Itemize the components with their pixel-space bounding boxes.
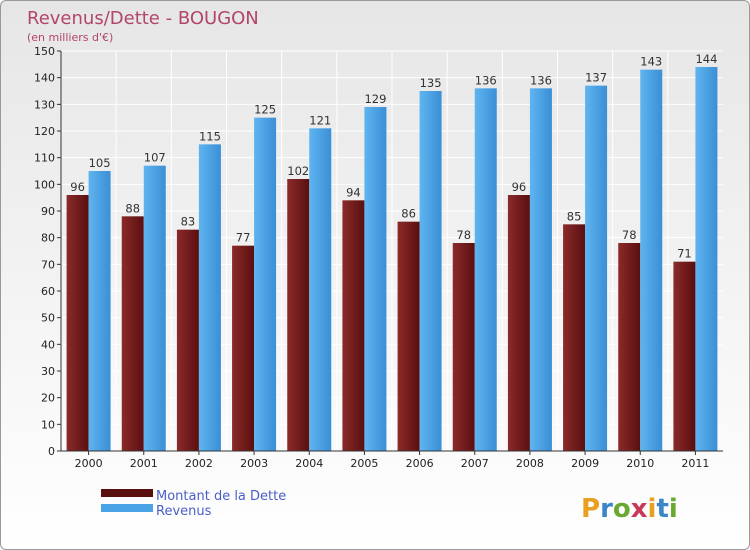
data-label: 71 xyxy=(677,247,692,261)
legend-swatch-debt xyxy=(101,489,153,497)
bar-revenus xyxy=(585,85,608,452)
y-tick-label: 90 xyxy=(41,205,55,218)
data-label: 102 xyxy=(287,164,309,178)
y-tick-label: 0 xyxy=(48,445,55,458)
x-tick-label: 2007 xyxy=(461,457,489,470)
x-tick-label: 2006 xyxy=(406,457,434,470)
y-tick-label: 130 xyxy=(34,98,55,111)
data-label: 83 xyxy=(181,215,196,229)
logo-letter: i xyxy=(648,494,657,524)
data-label: 136 xyxy=(475,73,497,87)
bar-revenus xyxy=(143,165,166,451)
bar-revenus xyxy=(474,88,497,451)
data-label: 77 xyxy=(236,231,251,245)
proxiti-logo: Proxiti xyxy=(581,494,678,524)
bar-revenus xyxy=(419,91,442,451)
data-label: 143 xyxy=(640,55,662,69)
bar-dette xyxy=(618,243,641,451)
y-tick-label: 60 xyxy=(41,285,55,298)
y-tick-label: 10 xyxy=(41,418,55,431)
y-tick-label: 20 xyxy=(41,392,55,405)
data-label: 125 xyxy=(254,103,276,117)
bar-revenus xyxy=(364,107,387,451)
data-label: 85 xyxy=(567,209,582,223)
bars xyxy=(66,67,718,452)
data-label: 137 xyxy=(585,71,607,85)
x-tick-label: 2010 xyxy=(626,457,654,470)
bar-dette xyxy=(287,179,310,451)
logo-letter: r xyxy=(600,494,613,524)
x-tick-label: 2009 xyxy=(571,457,599,470)
data-label: 135 xyxy=(420,76,442,90)
legend-label-debt: Montant de la Dette xyxy=(156,489,286,504)
y-tick-label: 70 xyxy=(41,258,55,271)
grid xyxy=(61,50,723,452)
x-tick-label: 2008 xyxy=(516,457,544,470)
bar-dette xyxy=(397,221,420,451)
y-tick-label: 120 xyxy=(34,125,55,138)
data-label: 88 xyxy=(125,201,140,215)
y-tick-label: 140 xyxy=(34,72,55,85)
bar-dette xyxy=(121,216,144,451)
data-label: 78 xyxy=(456,228,471,242)
data-label: 129 xyxy=(364,92,386,106)
logo-letter: P xyxy=(581,494,600,524)
data-label: 136 xyxy=(530,73,552,87)
bar-dette xyxy=(66,195,89,451)
legend-label-revenus: Revenus xyxy=(156,504,212,519)
bar-revenus xyxy=(529,88,552,451)
data-label: 96 xyxy=(512,180,527,194)
bar-dette xyxy=(673,261,696,451)
value-labels: 96 105 88 107 83 115 77 125 102 121 94 129 86 135 78 13… xyxy=(70,52,717,261)
bar-revenus xyxy=(88,171,111,451)
bar-dette xyxy=(342,200,365,451)
bar-dette xyxy=(452,243,475,451)
y-tick-label: 150 xyxy=(34,45,55,58)
chart-subtitle: (en milliers d'€) xyxy=(27,31,113,44)
bar-revenus xyxy=(254,117,277,452)
x-tick-label: 2003 xyxy=(240,457,268,470)
data-label: 96 xyxy=(70,180,85,194)
y-tick-label: 100 xyxy=(34,178,55,191)
axes: 0 10 20 30 40 50 60 70 80 90 100 110 120 130 140 150 200… xyxy=(34,45,723,470)
x-tick-label: 2002 xyxy=(185,457,213,470)
bar-dette xyxy=(176,229,199,451)
data-label: 107 xyxy=(144,151,166,165)
legend: Montant de la Dette Revenus xyxy=(101,489,286,519)
x-tick-label: 2001 xyxy=(130,457,158,470)
data-label: 105 xyxy=(89,156,111,170)
bar-revenus xyxy=(309,128,332,451)
bar-dette xyxy=(232,245,255,451)
bar-revenus xyxy=(198,144,221,452)
x-tick-label: 2011 xyxy=(681,457,709,470)
x-tick-label: 2000 xyxy=(75,457,103,470)
logo-letter: t xyxy=(656,494,668,524)
logo-letter: o xyxy=(613,494,631,524)
legend-swatch-revenus xyxy=(101,504,153,512)
x-tick-label: 2005 xyxy=(350,457,378,470)
data-label: 78 xyxy=(622,228,637,242)
y-tick-label: 30 xyxy=(41,365,55,378)
chart-title: Revenus/Dette - BOUGON xyxy=(27,8,259,29)
data-label: 115 xyxy=(199,129,221,143)
y-tick-label: 110 xyxy=(34,152,55,165)
data-label: 94 xyxy=(346,185,361,199)
data-label: 86 xyxy=(401,207,416,221)
data-label: 121 xyxy=(309,113,331,127)
y-tick-label: 80 xyxy=(41,232,55,245)
bar-revenus xyxy=(695,67,718,451)
x-tick-label: 2004 xyxy=(295,457,323,470)
bar-dette xyxy=(563,224,586,451)
data-label: 144 xyxy=(695,52,717,66)
y-tick-label: 40 xyxy=(41,338,55,351)
logo-letter: i xyxy=(669,494,678,524)
bar-dette xyxy=(507,195,530,451)
logo-letter: x xyxy=(631,494,648,524)
y-tick-label: 50 xyxy=(41,312,55,325)
bar-revenus xyxy=(640,69,663,452)
